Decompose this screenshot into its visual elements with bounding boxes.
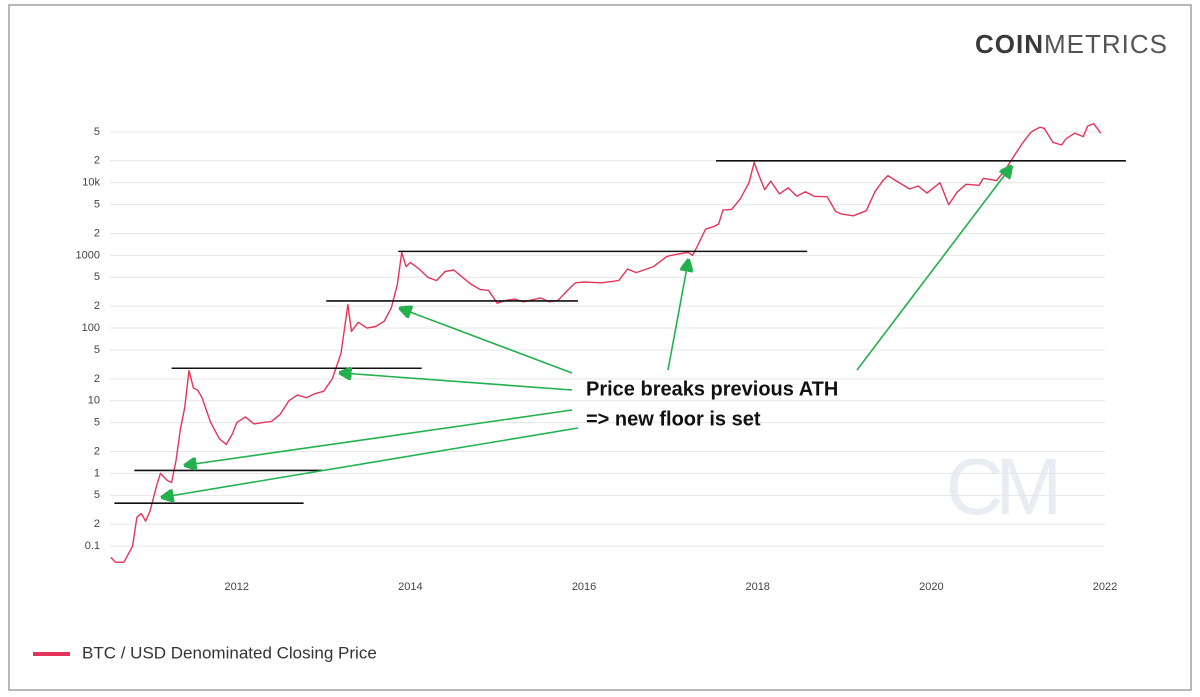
x-tick-label: 2018 bbox=[745, 581, 769, 593]
annotation: Price breaks previous ATH bbox=[586, 378, 838, 400]
y-tick-label: 5 bbox=[94, 489, 100, 501]
arrow bbox=[856, 168, 1010, 371]
y-tick-label: 5 bbox=[94, 126, 100, 138]
brand-bold: COIN bbox=[975, 29, 1044, 59]
price-line bbox=[110, 122, 1102, 563]
arrows bbox=[164, 168, 1010, 497]
legend-label: BTC / USD Denominated Closing Price bbox=[82, 643, 377, 662]
y-tick-label: 2 bbox=[94, 155, 100, 167]
watermark: CM bbox=[946, 442, 1057, 531]
y-tick-label: 10k bbox=[82, 177, 100, 189]
x-tick-label: 2020 bbox=[919, 581, 943, 593]
arrow bbox=[164, 427, 579, 497]
x-tick-label: 2014 bbox=[398, 581, 422, 593]
arrow bbox=[187, 409, 573, 465]
x-tick-label: 2016 bbox=[572, 581, 596, 593]
x-tick-label: 2022 bbox=[1093, 581, 1117, 593]
x-tick-label: 2012 bbox=[225, 581, 249, 593]
legend: BTC / USD Denominated Closing Price bbox=[33, 643, 377, 662]
grid: 0.1 2 5 1 2 5 10 2 5 100 2 5 1000 2 5 10k 2 5 2012 2014 2016… bbox=[76, 126, 1118, 593]
y-tick-label: 1000 bbox=[76, 249, 100, 261]
y-tick-label: 1 bbox=[94, 467, 100, 479]
y-tick-label: 5 bbox=[94, 271, 100, 283]
annotation: => new floor is set bbox=[586, 408, 761, 430]
y-tick-label: 2 bbox=[94, 373, 100, 385]
y-tick-label: 5 bbox=[94, 198, 100, 210]
frame bbox=[8, 4, 1192, 691]
arrow bbox=[667, 262, 688, 371]
y-tick-label: 2 bbox=[94, 445, 100, 457]
marks bbox=[110, 122, 1126, 563]
brand: COINMETRICS bbox=[975, 29, 1168, 59]
y-tick-label: 100 bbox=[82, 322, 100, 334]
arrow bbox=[402, 309, 573, 374]
y-tick-label: 10 bbox=[88, 395, 100, 407]
y-tick-label: 0.1 bbox=[85, 540, 100, 552]
y-tick-label: 5 bbox=[94, 344, 100, 356]
arrow bbox=[342, 373, 573, 391]
y-tick-label: 5 bbox=[94, 417, 100, 429]
y-tick-label: 2 bbox=[94, 518, 100, 530]
brand-light: METRICS bbox=[1044, 29, 1168, 59]
y-tick-label: 2 bbox=[94, 300, 100, 312]
y-tick-label: 2 bbox=[94, 227, 100, 239]
